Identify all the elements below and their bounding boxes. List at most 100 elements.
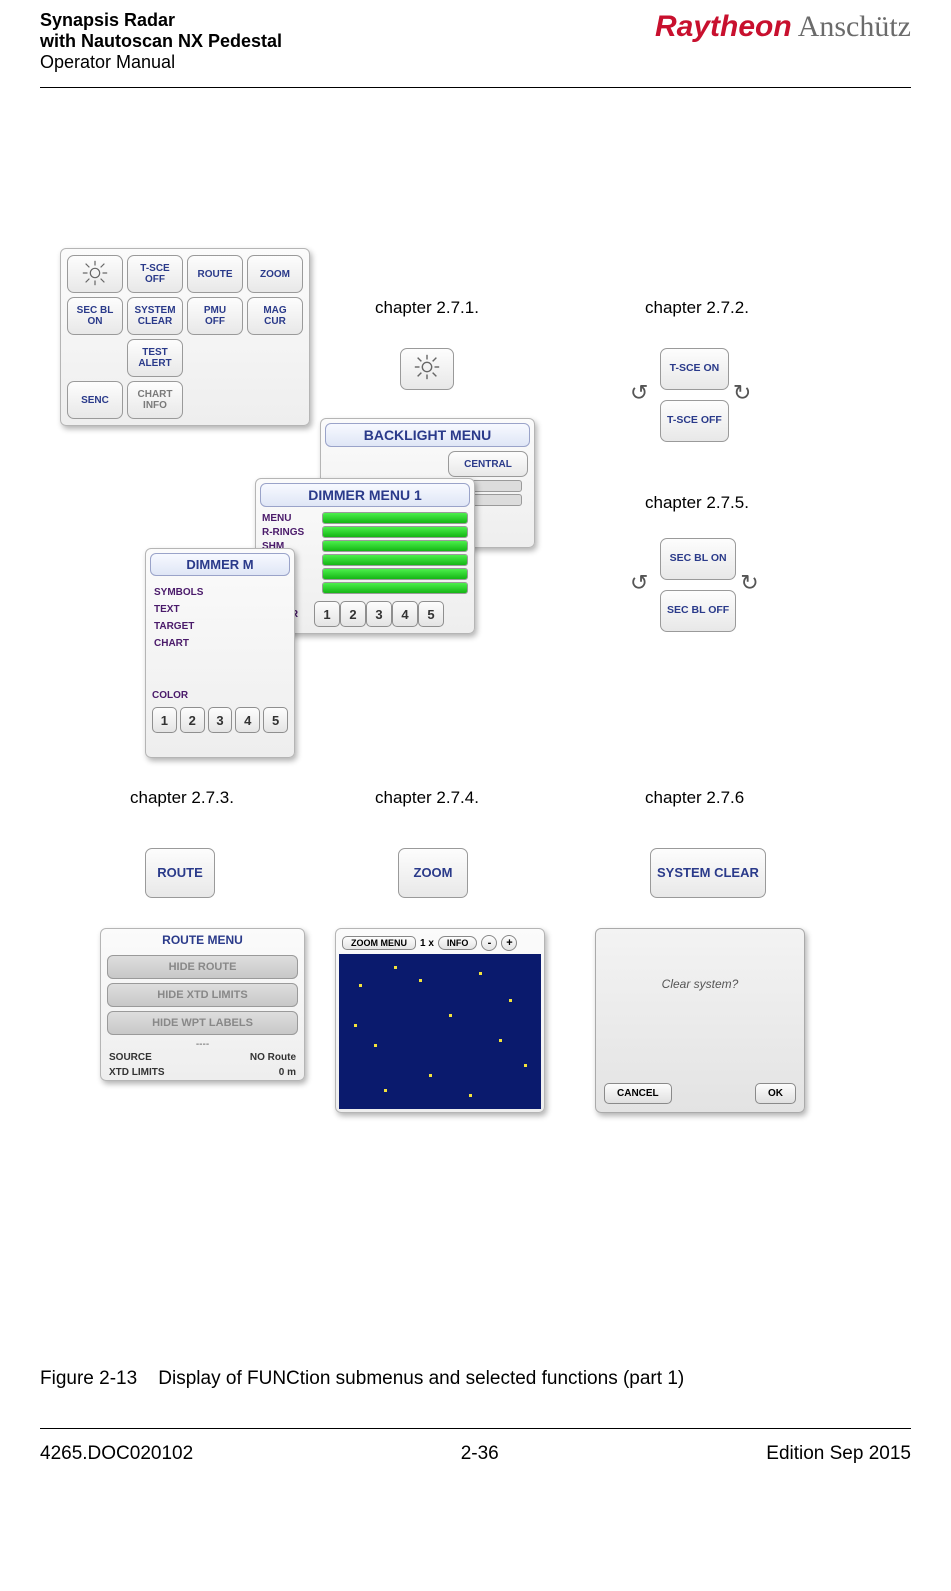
- doc-number: 4265.DOC020102: [40, 1443, 193, 1465]
- secbl-off-button[interactable]: SEC BL OFF: [660, 590, 736, 632]
- chapter-271-label: chapter 2.7.1.: [375, 298, 479, 318]
- brand-secondary: Anschütz: [798, 10, 911, 44]
- system-clear-button-grid[interactable]: SYSTEM CLEAR: [127, 297, 183, 335]
- route-dash: ----: [101, 1039, 304, 1050]
- sun-button[interactable]: [67, 255, 123, 293]
- secbl-toggle: ↺ SEC BL ON SEC BL OFF ↻: [630, 538, 766, 632]
- pmu-off-button[interactable]: PMU OFF: [187, 297, 243, 335]
- figure-caption: Figure 2-13 Display of FUNCtion submenus…: [40, 1368, 684, 1390]
- page-number: 2-36: [461, 1443, 499, 1465]
- title-line1: Synapsis Radar: [40, 10, 282, 31]
- color-preset-button[interactable]: 5: [263, 707, 288, 733]
- function-button-grid: T-SCE OFF ROUTE ZOOM SEC BL ON SYSTEM CL…: [60, 248, 310, 426]
- route-menu-title: ROUTE MENU: [101, 929, 304, 951]
- cycle-arrow-icon: ↻: [733, 380, 759, 410]
- sun-icon: [412, 352, 442, 386]
- secbl-on-button-toggle[interactable]: SEC BL ON: [660, 538, 736, 580]
- info-button[interactable]: INFO: [438, 936, 478, 950]
- radar-dot: [509, 999, 512, 1002]
- color-preset-button[interactable]: 3: [366, 601, 392, 627]
- color-preset-button[interactable]: 2: [180, 707, 205, 733]
- zoom-plus-button[interactable]: +: [501, 935, 517, 951]
- route-source-row: SOURCENO Route: [101, 1050, 304, 1065]
- radar-dot: [499, 1039, 502, 1042]
- footer-rule: [40, 1428, 911, 1429]
- route-menu-item[interactable]: HIDE XTD LIMITS: [107, 983, 298, 1007]
- radar-dot: [524, 1064, 527, 1067]
- zoom-menu-header: ZOOM MENU 1 x INFO - +: [339, 932, 541, 954]
- color-preset-button[interactable]: 1: [152, 707, 177, 733]
- route-menu-item[interactable]: HIDE WPT LABELS: [107, 1011, 298, 1035]
- color-preset-button[interactable]: 4: [235, 707, 260, 733]
- route-xtd-row: XTD LIMITS0 m: [101, 1065, 304, 1080]
- dimmer-slider-row[interactable]: MENU: [256, 511, 474, 525]
- radar-dot: [479, 972, 482, 975]
- radar-dot: [469, 1094, 472, 1097]
- ok-button[interactable]: OK: [755, 1083, 796, 1104]
- zoom-button[interactable]: ZOOM: [398, 848, 468, 898]
- radar-dot: [384, 1089, 387, 1092]
- zoom-minus-button[interactable]: -: [481, 935, 497, 951]
- brand-primary: Raytheon: [655, 10, 792, 44]
- central-button[interactable]: CENTRAL: [448, 451, 528, 477]
- radar-dot: [429, 1074, 432, 1077]
- zoom-menu-title: ZOOM MENU: [342, 936, 416, 950]
- dimmer-front-title: DIMMER M: [150, 553, 290, 576]
- chapter-274-label: chapter 2.7.4.: [375, 788, 479, 808]
- header-titles: Synapsis Radar with Nautoscan NX Pedesta…: [40, 10, 282, 73]
- tsce-off-button-toggle[interactable]: T-SCE OFF: [660, 400, 729, 442]
- zoom-multiplier: 1 x: [420, 938, 434, 949]
- edition: Edition Sep 2015: [766, 1443, 911, 1465]
- senc-button[interactable]: SENC: [67, 381, 123, 419]
- title-line2: with Nautoscan NX Pedestal: [40, 31, 282, 52]
- color-preset-button[interactable]: 4: [392, 601, 418, 627]
- color-preset-button[interactable]: 3: [208, 707, 233, 733]
- page-header: Synapsis Radar with Nautoscan NX Pedesta…: [40, 10, 911, 73]
- zoom-menu-panel: ZOOM MENU 1 x INFO - +: [335, 928, 545, 1113]
- radar-display: [339, 954, 541, 1109]
- brand-logo: Raytheon Anschütz: [655, 10, 911, 44]
- radar-dot: [394, 966, 397, 969]
- cancel-button[interactable]: CANCEL: [604, 1083, 672, 1104]
- color-preset-button[interactable]: 1: [314, 601, 340, 627]
- radar-dot: [449, 1014, 452, 1017]
- color-row-front: COLOR: [146, 684, 294, 707]
- route-button-grid[interactable]: ROUTE: [187, 255, 243, 293]
- test-alert-button[interactable]: TEST ALERT: [127, 339, 183, 377]
- subtitle: Operator Manual: [40, 52, 282, 73]
- chapter-273-label: chapter 2.7.3.: [130, 788, 234, 808]
- route-button[interactable]: ROUTE: [145, 848, 215, 898]
- page-footer: 4265.DOC020102 2-36 Edition Sep 2015: [40, 1443, 911, 1465]
- sun-icon: [80, 258, 110, 291]
- radar-dot: [374, 1044, 377, 1047]
- dimmer-label: TARGET: [154, 618, 286, 635]
- dimmer-slider-row[interactable]: R-RINGS: [256, 525, 474, 539]
- tsce-toggle: ↺ T-SCE ON T-SCE OFF ↻: [630, 348, 759, 442]
- chapter-272-label: chapter 2.7.2.: [645, 298, 749, 318]
- dimmer-label: SYMBOLS: [154, 584, 286, 601]
- chart-info-button[interactable]: CHART INFO: [127, 381, 183, 419]
- dimmer-label: CHART: [154, 635, 286, 652]
- clear-question: Clear system?: [604, 977, 796, 991]
- radar-dot: [419, 979, 422, 982]
- sun-button-standalone[interactable]: [400, 348, 454, 390]
- color-preset-button[interactable]: 2: [340, 601, 366, 627]
- chapter-276-label: chapter 2.7.6: [645, 788, 744, 808]
- chapter-275-label: chapter 2.7.5.: [645, 493, 749, 513]
- color-preset-button[interactable]: 5: [418, 601, 444, 627]
- cycle-arrow-icon: ↺: [630, 380, 656, 410]
- radar-dot: [359, 984, 362, 987]
- mag-cur-button[interactable]: MAG CUR: [247, 297, 303, 335]
- backlight-menu-title: BACKLIGHT MENU: [325, 423, 530, 447]
- tsce-on-button[interactable]: T-SCE ON: [660, 348, 729, 390]
- figure-content: T-SCE OFF ROUTE ZOOM SEC BL ON SYSTEM CL…: [40, 88, 911, 1428]
- zoom-button-grid[interactable]: ZOOM: [247, 255, 303, 293]
- tsce-off-button[interactable]: T-SCE OFF: [127, 255, 183, 293]
- system-clear-button[interactable]: SYSTEM CLEAR: [650, 848, 766, 898]
- radar-dot: [354, 1024, 357, 1027]
- route-menu-panel: ROUTE MENU HIDE ROUTE HIDE XTD LIMITS HIDE…: [100, 928, 305, 1081]
- cycle-arrow-icon: ↻: [740, 570, 766, 600]
- dimmer-menu-1-title: DIMMER MENU 1: [260, 483, 470, 507]
- secbl-on-button[interactable]: SEC BL ON: [67, 297, 123, 335]
- route-menu-item[interactable]: HIDE ROUTE: [107, 955, 298, 979]
